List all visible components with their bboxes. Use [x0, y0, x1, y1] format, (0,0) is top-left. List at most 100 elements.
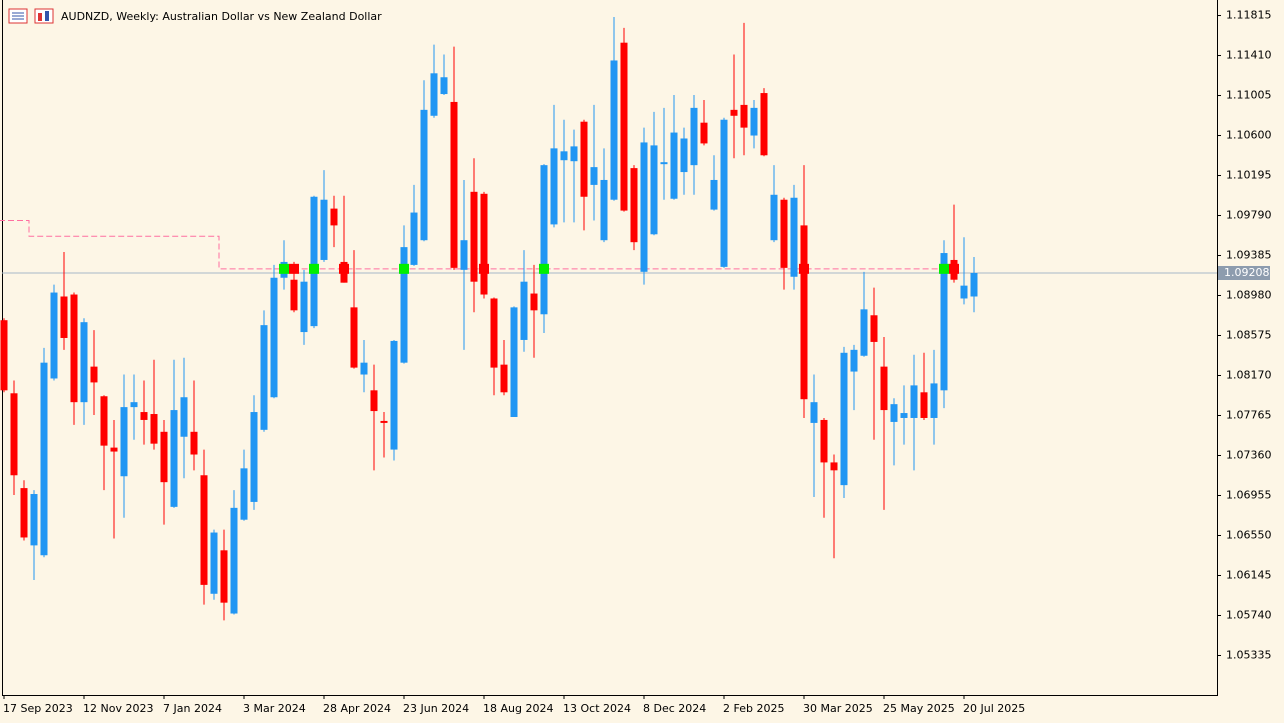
candle-body [710, 179, 718, 210]
candle-body [360, 362, 368, 375]
sell-signal [289, 263, 299, 274]
y-tick-label: 1.05740 [1226, 608, 1272, 621]
toolbar-icons [8, 8, 54, 24]
candle-body [930, 383, 938, 418]
candle-body [780, 199, 788, 268]
candle-body [820, 419, 828, 463]
y-tick-label: 1.07360 [1226, 449, 1272, 462]
candle-body [650, 145, 658, 235]
candle-body [910, 385, 918, 418]
candle-body [740, 104, 748, 128]
candle-body [70, 294, 78, 403]
y-tick-label: 1.09385 [1226, 249, 1272, 262]
x-tick-label: 23 Jun 2024 [403, 702, 469, 715]
candle-body [30, 494, 38, 546]
x-tick-label: 12 Nov 2023 [83, 702, 153, 715]
candle-body [210, 532, 218, 594]
candle-body [550, 148, 558, 225]
candle-body [160, 431, 168, 483]
chart-icon [34, 8, 54, 24]
buy-signal [399, 263, 409, 274]
buy-signal [939, 263, 949, 274]
candle-body [500, 364, 508, 393]
chart-title: AUDNZD, Weekly: Australian Dollar vs New… [61, 10, 382, 23]
candle-body [390, 340, 398, 450]
sell-signal [799, 263, 809, 274]
candle-body [200, 475, 208, 585]
candle-body [700, 122, 708, 144]
candle-body [580, 121, 588, 197]
candle-body [480, 193, 488, 295]
buy-signal [309, 263, 319, 274]
price-label: 1.09208 [1224, 266, 1270, 279]
candle-body [770, 194, 778, 241]
candle-body [680, 138, 688, 173]
candle-body [560, 151, 568, 161]
candle-body [350, 307, 358, 368]
candle-body [690, 107, 698, 166]
price-label-box [1218, 265, 1270, 280]
icon-bar [45, 11, 49, 21]
candle-body [840, 352, 848, 486]
candle-body [540, 165, 548, 315]
candle-body [470, 191, 478, 282]
candle-body [0, 320, 8, 391]
candle-body [290, 279, 298, 311]
sell-signal [339, 263, 349, 274]
y-tick-label: 1.11005 [1226, 89, 1272, 102]
candle-body [230, 507, 238, 614]
candle-body [60, 296, 68, 338]
y-tick-label: 1.11410 [1226, 49, 1272, 62]
candle-body [620, 42, 628, 211]
y-tick-label: 1.09790 [1226, 209, 1272, 222]
candle-body [10, 393, 18, 476]
candle-body [180, 397, 188, 437]
candle-body [570, 146, 578, 162]
y-tick-label: 1.08980 [1226, 289, 1272, 302]
x-tick-label: 25 May 2025 [883, 702, 955, 715]
y-tick-label: 1.08575 [1226, 329, 1272, 342]
candle-body [330, 208, 338, 226]
candle-body [760, 93, 768, 156]
candle-body [40, 362, 48, 556]
y-tick-label: 1.06145 [1226, 569, 1272, 582]
candle-body [420, 109, 428, 241]
y-tick-label: 1.06955 [1226, 489, 1272, 502]
x-tick-label: 18 Aug 2024 [483, 702, 553, 715]
candle-body [310, 196, 318, 327]
candle-body [170, 410, 178, 507]
candle-body [190, 431, 198, 455]
candle-body [380, 420, 388, 423]
candle-body [120, 407, 128, 477]
candle-body [590, 167, 598, 185]
candle-body [370, 390, 378, 412]
sell-signal [479, 263, 489, 274]
sell-signal [949, 263, 959, 274]
candle-body [600, 179, 608, 241]
x-tick-label: 20 Jul 2025 [963, 702, 1025, 715]
candle-body [410, 212, 418, 265]
candle-body [520, 281, 528, 340]
candle-body [50, 292, 58, 379]
y-tick-label: 1.10195 [1226, 169, 1272, 182]
candle-body [660, 162, 668, 165]
x-tick-label: 13 Oct 2024 [563, 702, 631, 715]
y-tick-label: 1.08170 [1226, 369, 1272, 382]
x-tick-label: 2 Feb 2025 [723, 702, 784, 715]
candle-body [940, 253, 948, 391]
candle-body [870, 315, 878, 342]
x-tick-label: 7 Jan 2024 [163, 702, 222, 715]
candle-body [670, 132, 678, 199]
candle-body [140, 412, 148, 420]
candle-body [890, 404, 898, 422]
candle-body [130, 402, 138, 408]
candle-body [240, 468, 248, 520]
x-tick-label: 28 Apr 2024 [323, 702, 391, 715]
buy-signal [539, 263, 549, 274]
candle-body [490, 298, 498, 368]
candle-body [920, 392, 928, 418]
candle-body [510, 307, 518, 417]
x-tick-label: 8 Dec 2024 [643, 702, 706, 715]
